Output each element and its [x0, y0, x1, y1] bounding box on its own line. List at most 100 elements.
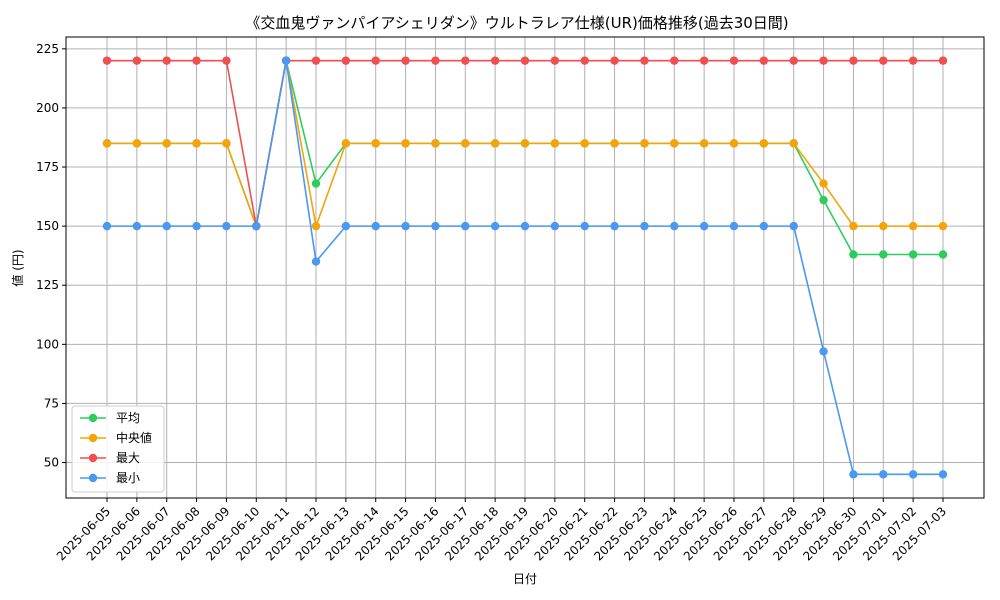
data-point — [371, 221, 380, 231]
y-tick-label: 200 — [36, 101, 59, 115]
x-axis-label: 日付 — [513, 572, 537, 586]
data-point — [819, 347, 828, 356]
data-point — [908, 250, 918, 259]
data-point — [102, 139, 112, 148]
data-point — [401, 56, 410, 65]
data-point — [670, 139, 679, 148]
legend-swatch-marker — [88, 433, 98, 443]
series-1 — [102, 56, 948, 231]
data-point — [908, 56, 918, 65]
data-point — [610, 56, 619, 65]
data-point — [401, 221, 410, 231]
data-point — [132, 139, 142, 148]
data-point — [699, 139, 709, 148]
data-point — [222, 56, 231, 65]
data-point — [132, 221, 142, 231]
y-tick-label: 75 — [44, 396, 59, 410]
legend-item: 最小 — [80, 471, 140, 485]
data-point — [849, 470, 858, 479]
legend-item: 中央値 — [80, 430, 152, 445]
data-point — [162, 56, 171, 65]
data-point — [580, 56, 589, 65]
data-point — [879, 250, 888, 259]
legend-box — [71, 405, 165, 493]
data-point — [311, 221, 321, 231]
data-point — [670, 221, 679, 231]
y-tick-label: 175 — [36, 160, 59, 174]
data-point — [341, 221, 351, 231]
data-point — [371, 139, 380, 148]
data-point — [461, 221, 470, 231]
data-point — [490, 139, 500, 148]
data-point — [819, 195, 828, 205]
data-point — [431, 221, 440, 231]
data-point — [908, 221, 918, 231]
data-point — [252, 221, 261, 231]
data-point — [670, 56, 679, 65]
data-point — [938, 56, 948, 65]
data-point — [789, 56, 798, 65]
data-point — [311, 56, 321, 65]
data-point — [938, 470, 948, 479]
data-point — [819, 179, 828, 188]
data-point — [729, 56, 739, 65]
data-point — [461, 56, 470, 65]
data-point — [879, 470, 888, 479]
legend-label: 平均 — [116, 411, 140, 425]
y-tick-label: 225 — [36, 42, 59, 56]
data-point — [341, 56, 351, 65]
legend-item: 最大 — [80, 451, 140, 465]
data-point — [610, 221, 619, 231]
y-axis-label: 値 (円) — [10, 249, 25, 286]
data-point — [729, 139, 739, 148]
data-point — [520, 221, 530, 231]
data-point — [102, 56, 112, 65]
data-point — [162, 139, 171, 148]
data-point — [371, 56, 380, 65]
data-point — [222, 221, 231, 231]
data-point — [640, 139, 649, 148]
chart-title: 《交血鬼ヴァンパイアシェリダン》ウルトラレア仕様(UR)価格推移(過去30日間) — [245, 14, 788, 32]
data-point — [311, 257, 321, 266]
data-point — [849, 250, 858, 259]
data-point — [610, 139, 619, 148]
data-point — [699, 221, 709, 231]
data-point — [520, 139, 530, 148]
y-tick-label: 50 — [44, 456, 59, 470]
data-point — [849, 56, 858, 65]
series-lines — [102, 56, 948, 479]
data-point — [520, 56, 530, 65]
data-point — [759, 139, 769, 148]
data-point — [640, 221, 649, 231]
data-point — [759, 221, 769, 231]
data-point — [938, 250, 948, 259]
legend-label: 最小 — [116, 471, 140, 485]
grid-lines — [66, 37, 984, 498]
data-point — [789, 139, 798, 148]
data-point — [819, 56, 828, 65]
y-tick-label: 100 — [36, 337, 59, 351]
data-point — [281, 56, 291, 65]
data-point — [431, 56, 440, 65]
data-point — [759, 56, 769, 65]
data-point — [550, 139, 560, 148]
data-point — [461, 139, 470, 148]
data-point — [401, 139, 410, 148]
data-point — [162, 221, 171, 231]
data-point — [311, 179, 321, 188]
data-point — [192, 56, 201, 65]
legend-swatch-marker — [88, 453, 98, 463]
data-point — [699, 56, 709, 65]
legend-item: 平均 — [80, 411, 140, 425]
data-point — [879, 221, 888, 231]
series-2 — [102, 56, 948, 231]
data-point — [789, 221, 798, 231]
y-tick-label: 150 — [36, 219, 59, 233]
data-point — [908, 470, 918, 479]
data-point — [879, 56, 888, 65]
data-point — [490, 56, 500, 65]
data-point — [102, 221, 112, 231]
data-point — [431, 139, 440, 148]
